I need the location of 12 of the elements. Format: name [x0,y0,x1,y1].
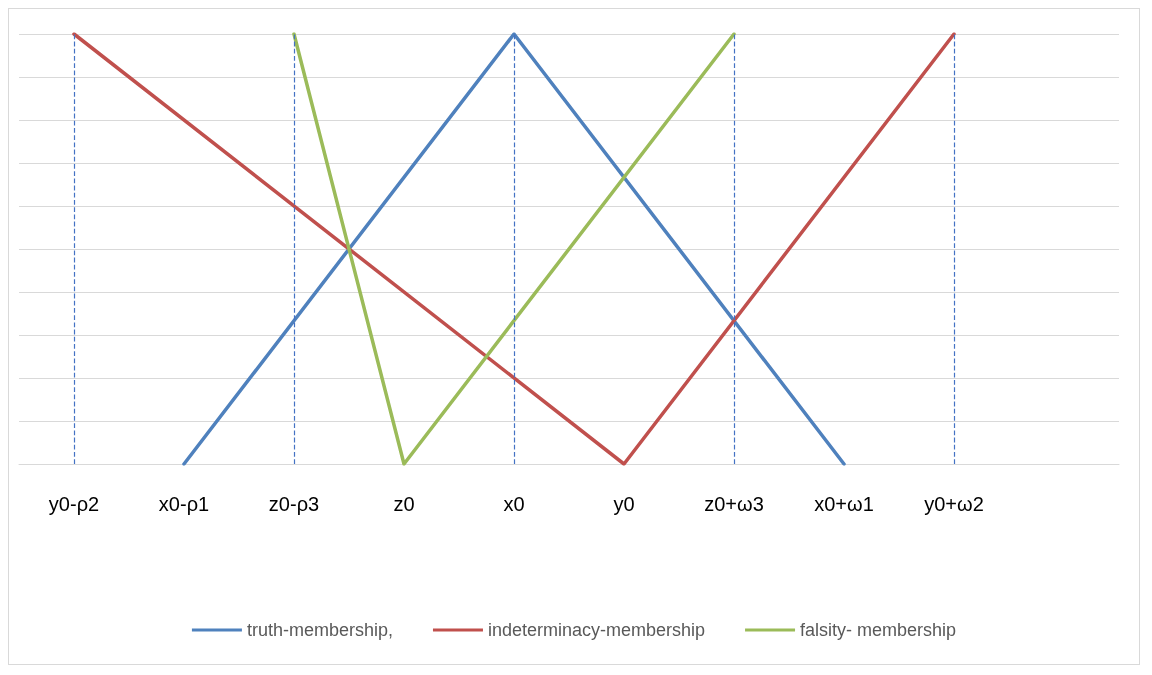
x-tick-label: y0 [613,493,635,515]
x-tick-label: x0-ρ1 [158,493,210,515]
x-tick-label: x0 [503,493,525,515]
x-tick-label: y0-ρ2 [48,493,100,515]
x-tick-label: x0+ω1 [814,493,874,515]
x-tick-label: y0+ω2 [924,493,984,515]
x-tick-label: z0-ρ3 [268,493,320,515]
legend-label: truth-membership, [246,620,393,640]
x-tick-label: z0+ω3 [704,493,764,515]
legend-label: indeterminacy-membership [487,620,706,640]
legend-label: falsity- membership [800,620,957,640]
x-tick-label: z0 [393,493,415,515]
